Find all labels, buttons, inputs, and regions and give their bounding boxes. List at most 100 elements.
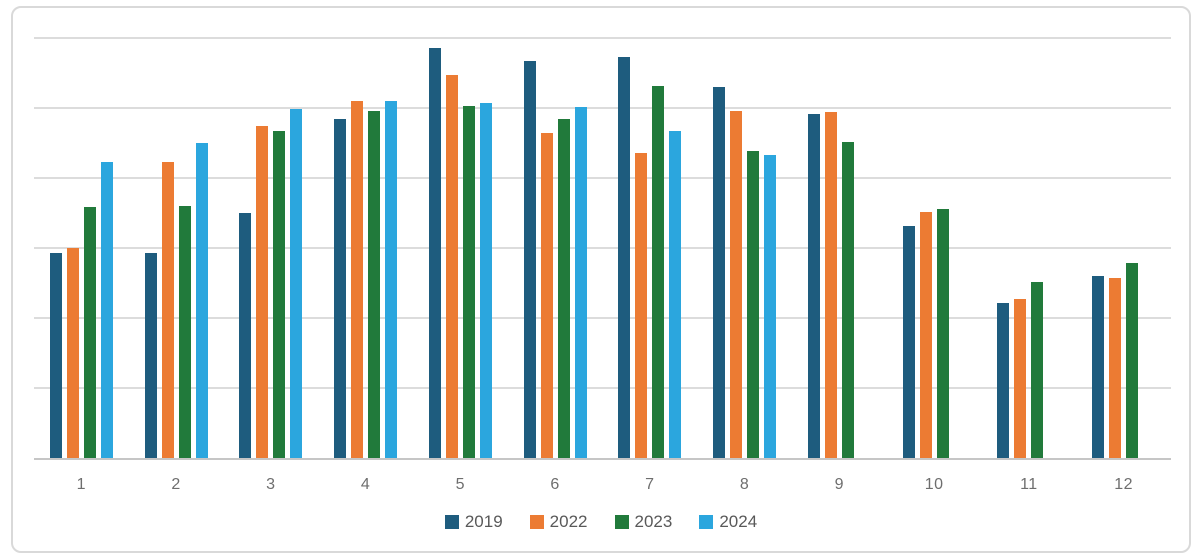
bar-group-3 [224, 38, 319, 458]
bar-slot [713, 38, 726, 458]
bar-slot [144, 38, 157, 458]
bar-slot [902, 38, 915, 458]
bar-2024-month-8 [764, 154, 777, 458]
bar-2019-month-1 [49, 252, 62, 458]
x-axis-labels: 1 2 3 4 5 6 7 8 9 10 11 12 [34, 476, 1171, 494]
bar-2019-month-8 [713, 87, 726, 458]
legend-label-2022: 2022 [549, 512, 588, 531]
bar-2023-month-10 [936, 208, 949, 458]
bar-group-4 [318, 38, 413, 458]
x-tick-label-1: 1 [76, 476, 87, 493]
bar-slot [195, 38, 208, 458]
plot-area [34, 37, 1171, 460]
bar-2022-month-6 [540, 133, 553, 458]
legend-item-2024: 2024 [699, 512, 757, 532]
bar-2019-month-5 [428, 47, 441, 458]
bar-group-11 [982, 38, 1077, 458]
gridline [34, 247, 1171, 249]
bar-2024-month-2 [195, 143, 208, 458]
x-tick-label-7: 7 [645, 476, 655, 493]
bar-slot [49, 38, 62, 458]
bar-slot [635, 38, 648, 458]
bar-group-10 [887, 38, 982, 458]
bar-slot [239, 38, 252, 458]
bar-2022-month-4 [351, 101, 364, 458]
chart-card: 1 2 3 4 5 6 7 8 9 10 11 12 2019 2022 2023 2024 [11, 6, 1191, 553]
legend-label-2024: 2024 [719, 512, 758, 531]
bar-2023-month-3 [273, 131, 286, 458]
bar-slot [462, 38, 475, 458]
bar-2019-month-4 [334, 119, 347, 458]
bar-group-8 [697, 38, 792, 458]
bar-slot [178, 38, 191, 458]
bar-2024-month-3 [290, 108, 303, 458]
bar-2019-month-12 [1092, 276, 1105, 458]
bar-slot [557, 38, 570, 458]
bar-2022-month-11 [1014, 299, 1027, 458]
bar-slot [1048, 38, 1060, 458]
bar-2023-month-11 [1031, 282, 1044, 458]
legend-item-2019: 2019 [444, 512, 503, 532]
gridline [34, 107, 1171, 109]
bar-slot [764, 38, 777, 458]
gridline [34, 177, 1171, 180]
bar-2022-month-5 [445, 75, 458, 458]
bar-slot [523, 38, 536, 458]
bar-slot [652, 38, 665, 458]
bar-2022-month-3 [256, 126, 269, 458]
bar-2024-month-6 [574, 107, 587, 458]
bar-2023-month-4 [368, 110, 381, 458]
bar-slot [334, 38, 347, 458]
bar-group-7 [603, 38, 698, 458]
bar-slot [540, 38, 553, 458]
bar-groups [34, 38, 1171, 458]
bar-slot [385, 38, 398, 458]
bar-slot [1092, 38, 1105, 458]
bar-slot [669, 38, 682, 458]
bar-2019-month-2 [144, 252, 157, 458]
x-tick-label-4: 4 [360, 476, 371, 493]
bar-2023-month-5 [462, 105, 475, 458]
bar-slot [445, 38, 458, 458]
bar-2024-month-7 [669, 131, 682, 458]
bar-slot [1109, 38, 1122, 458]
bar-2019-month-9 [807, 114, 820, 458]
bar-2022-month-9 [824, 112, 837, 458]
x-tick-label-9: 9 [834, 476, 845, 493]
bar-slot [256, 38, 269, 458]
bar-2019-month-7 [618, 56, 631, 458]
bar-slot [100, 38, 113, 458]
bar-slot [824, 38, 837, 458]
legend-swatch-2024 [699, 515, 714, 529]
bar-slot [997, 38, 1010, 458]
bar-slot [83, 38, 96, 458]
bar-group-9 [792, 38, 887, 458]
bar-slot [1031, 38, 1044, 458]
bar-2024-month-1 [100, 161, 113, 458]
bar-2022-month-8 [730, 110, 743, 458]
bar-2024-month-4 [385, 101, 398, 458]
bar-slot [479, 38, 492, 458]
bar-slot [919, 38, 932, 458]
bar-2023-month-7 [652, 86, 665, 458]
x-tick-label-8: 8 [739, 476, 750, 493]
x-axis-line [34, 458, 1171, 460]
bar-slot [730, 38, 743, 458]
x-tick-label-12: 12 [1114, 476, 1134, 493]
x-tick-label-6: 6 [550, 476, 560, 493]
bar-slot [428, 38, 441, 458]
bar-slot [1126, 38, 1139, 458]
bar-slot [161, 38, 174, 458]
gridline [34, 317, 1171, 320]
bar-2023-month-1 [83, 206, 96, 458]
legend-swatch-2023 [614, 515, 629, 529]
gridline [34, 37, 1171, 39]
bar-group-5 [413, 38, 508, 458]
bar-slot [290, 38, 303, 458]
bar-slot [618, 38, 631, 458]
bar-slot [66, 38, 79, 458]
x-tick-label-3: 3 [266, 476, 276, 493]
bar-slot [1014, 38, 1027, 458]
bar-2023-month-8 [747, 150, 760, 458]
legend-swatch-2019 [444, 515, 459, 529]
